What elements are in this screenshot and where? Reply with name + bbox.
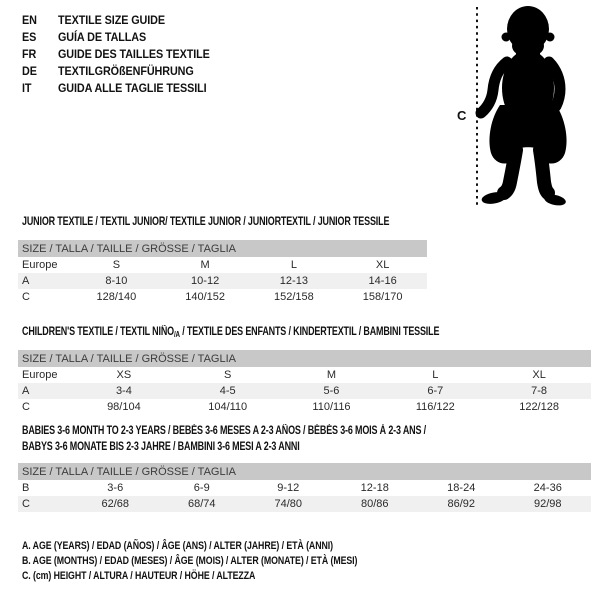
language-row-es: ES GUÍA DE TALLAS [22,29,210,46]
table-cell: 128/140 [96,291,137,303]
table-row-c: C 62/68 68/74 74/80 80/86 86/92 92/98 [18,496,591,512]
table-row-a: A 8-10 10-12 12-13 14-16 [18,273,427,289]
table-cell: M [326,369,337,381]
language-title: TEXTILE SIZE GUIDE [58,13,166,27]
table-cell: 62/68 [72,496,159,512]
table-cell: 98/104 [107,401,141,413]
babies-title-line1: BABIES 3-6 MONTH TO 2-3 YEARS / BEBÉS 3-… [22,425,426,437]
table-cell: 4-5 [175,383,280,399]
table-header-row: SIZE / TALLA / TAILLE / GRÖSSE / TAGLIA [18,463,591,480]
table-cell: L [432,369,439,381]
table-cell: 92/98 [504,496,591,512]
language-code: EN [22,13,37,27]
table-cell: XL [532,369,546,381]
table-cell: 104/110 [208,401,248,413]
table-cell: 116/122 [415,401,455,413]
row-label: A [18,273,72,289]
table-cell: 122/128 [519,401,559,413]
row-label: Europe [22,259,58,271]
legend-line-b: B. AGE (MONTHS) / EDAD (MESES) / ÂGE (MO… [22,555,358,567]
table-cell: 3-4 [72,383,176,399]
table-cell: 86/92 [418,496,505,512]
babies-size-table: SIZE / TALLA / TAILLE / GRÖSSE / TAGLIA … [18,463,591,512]
table-cell: 80/86 [331,496,418,512]
table-cell: 152/158 [273,291,314,303]
row-label: C [22,291,30,303]
table-row-europe: Europe S M L XL [18,257,427,273]
language-code: ES [22,30,37,44]
children-title-suffix: / TEXTILE DES ENFANTS / KINDERTEXTIL / B… [179,326,440,338]
language-title: GUIDA ALLE TAGLIE TESSILI [58,81,207,95]
language-code: FR [22,47,37,61]
table-cell: XS [116,369,132,381]
language-code: DE [22,64,37,78]
table-row-c: C 128/140 140/152 152/158 158/170 [18,289,427,305]
table-cell: 140/152 [185,291,225,303]
row-label: Europe [22,369,58,381]
size-header-label: SIZE / TALLA / TAILLE / GRÖSSE / TAGLIA [18,240,427,257]
table-cell: 5-6 [279,383,384,399]
table-row-b: B 3-6 6-9 9-12 12-18 18-24 24-36 [18,480,591,496]
junior-section-title: JUNIOR TEXTILE / TEXTIL JUNIOR/ TEXTILE … [22,216,390,228]
table-cell: S [224,369,232,381]
children-section-title: CHILDREN'S TEXTILE / TEXTIL NIÑO/A / TEX… [22,324,439,343]
children-title-sub: /A [173,330,180,339]
language-code: IT [22,81,32,95]
table-row-europe: Europe XS S M L XL [18,367,591,383]
table-row-a: A 3-4 4-5 5-6 6-7 7-8 [18,383,591,399]
size-header-label: SIZE / TALLA / TAILLE / GRÖSSE / TAGLIA [18,463,591,480]
table-cell: S [112,259,121,271]
babies-section-title: BABIES 3-6 MONTH TO 2-3 YEARS / BEBÉS 3-… [22,423,426,455]
junior-size-table: SIZE / TALLA / TAILLE / GRÖSSE / TAGLIA … [18,240,427,305]
table-cell: 68/74 [158,496,245,512]
baby-silhouette-icon [475,6,567,206]
language-row-de: DE TEXTILGRÖßENFÜHRUNG [22,63,210,80]
language-row-fr: FR GUIDE DES TAILLES TEXTILE [22,46,210,63]
row-label: A [18,383,72,399]
language-title: GUIDE DES TAILLES TEXTILE [58,47,210,61]
table-cell: 6-9 [193,482,210,494]
table-cell: 158/170 [362,291,403,303]
table-cell: M [200,259,210,271]
row-label: B [22,482,30,494]
children-size-table: SIZE / TALLA / TAILLE / GRÖSSE / TAGLIA … [18,350,591,415]
table-cell: 10-12 [160,273,250,289]
table-cell: 7-8 [487,383,591,399]
table-cell: L [290,259,297,271]
language-row-en: EN TEXTILE SIZE GUIDE [22,12,210,29]
legend-line-c: C. (cm) HEIGHT / ALTURA / HAUTEUR / HÖHE… [22,570,256,582]
row-label: C [22,401,30,413]
legend-line-a: A. AGE (YEARS) / EDAD (AÑOS) / ÂGE (ANS)… [22,540,333,552]
measure-legend: A. AGE (YEARS) / EDAD (AÑOS) / ÂGE (ANS)… [22,539,441,584]
baby-figure: C [457,6,567,208]
size-header-label: SIZE / TALLA / TAILLE / GRÖSSE / TAGLIA [18,350,591,367]
table-header-row: SIZE / TALLA / TAILLE / GRÖSSE / TAGLIA [18,240,427,257]
table-row-c: C 98/104 104/110 110/116 116/122 122/128 [18,399,591,415]
children-title-prefix: CHILDREN'S TEXTILE / TEXTIL NIÑO [22,326,174,338]
table-cell: 8-10 [72,273,161,289]
table-header-row: SIZE / TALLA / TAILLE / GRÖSSE / TAGLIA [18,350,591,367]
table-cell: 18-24 [447,482,476,494]
language-title: GUÍA DE TALLAS [58,30,147,44]
table-cell: 12-18 [360,482,389,494]
table-cell: 3-6 [107,482,124,494]
table-cell: 14-16 [338,273,427,289]
table-cell: 110/116 [312,401,351,413]
table-cell: 12-13 [249,273,339,289]
table-cell: 6-7 [383,383,488,399]
table-cell: 24-36 [533,482,562,494]
table-cell: 74/80 [245,496,332,512]
row-label: C [18,496,72,512]
language-row-it: IT GUIDA ALLE TAGLIE TESSILI [22,80,210,97]
table-cell: 9-12 [277,482,300,494]
babies-title-line2: BABYS 3-6 MONATE BIS 2-3 JAHRE / BAMBINI… [22,441,300,453]
measure-label-c: C [457,108,467,123]
language-title: TEXTILGRÖßENFÜHRUNG [58,64,194,78]
language-title-list: EN TEXTILE SIZE GUIDE ES GUÍA DE TALLAS FR… [22,12,231,97]
table-cell: XL [375,259,390,271]
